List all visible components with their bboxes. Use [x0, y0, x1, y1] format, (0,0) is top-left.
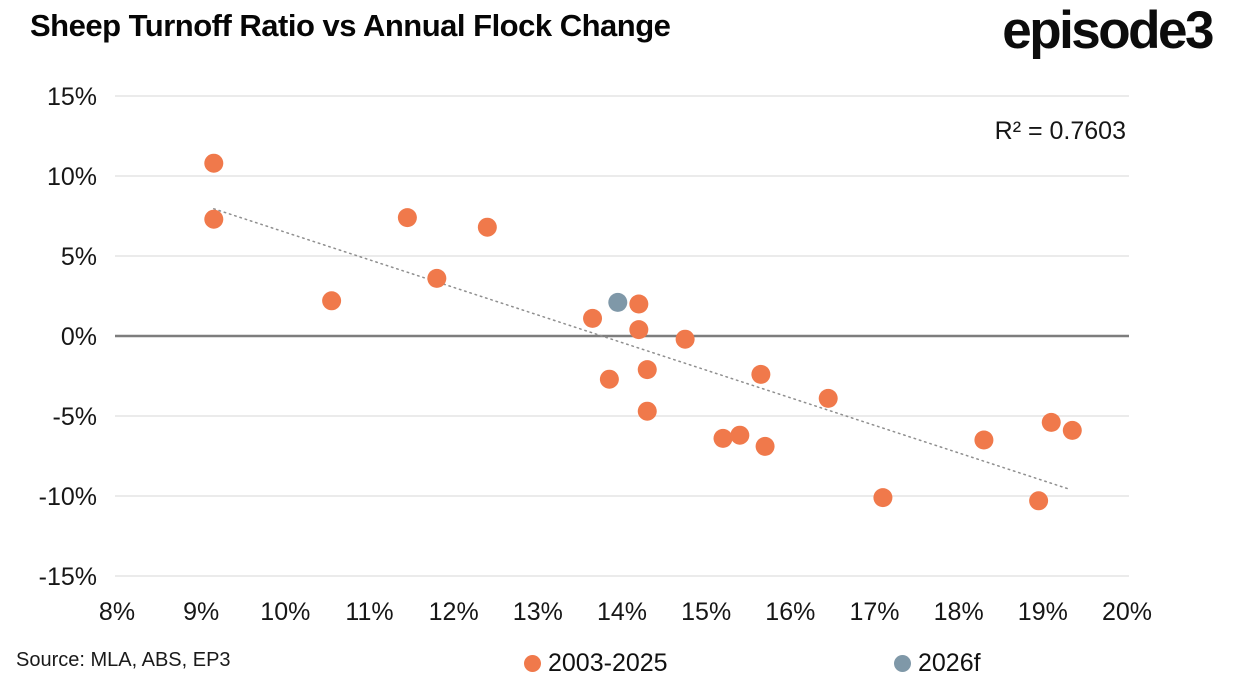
data-point-2003-2025: [204, 209, 224, 229]
x-tick-label: 16%: [765, 598, 815, 626]
data-point-2003-2025: [629, 320, 649, 340]
legend-label: 2003-2025: [548, 649, 668, 677]
y-tick-label: 5%: [61, 243, 97, 271]
data-point-2003-2025: [730, 425, 750, 445]
data-point-2003-2025: [637, 401, 657, 421]
data-point-2003-2025: [1041, 412, 1061, 432]
x-tick-label: 8%: [99, 598, 135, 626]
data-point-2003-2025: [974, 430, 994, 450]
chart-title: Sheep Turnoff Ratio vs Annual Flock Chan…: [30, 8, 671, 43]
data-point-2003-2025: [873, 488, 893, 508]
data-point-2003-2025: [713, 428, 733, 448]
y-tick-label: 15%: [47, 83, 97, 111]
data-point-2003-2025: [629, 294, 649, 314]
y-tick-label: -15%: [39, 563, 97, 591]
data-point-2003-2025: [1029, 491, 1049, 511]
gridlines: [115, 95, 1129, 577]
data-point-2003-2025: [322, 291, 342, 311]
x-tick-label: 20%: [1102, 598, 1152, 626]
data-point-2003-2025: [427, 268, 447, 288]
data-points: [204, 153, 1082, 511]
x-tick-label: 13%: [513, 598, 563, 626]
y-tick-label: 0%: [61, 323, 97, 351]
data-point-2003-2025: [818, 388, 838, 408]
x-tick-label: 15%: [681, 598, 731, 626]
data-point-2003-2025: [1062, 420, 1082, 440]
x-tick-label: 10%: [260, 598, 310, 626]
data-point-2003-2025: [204, 153, 224, 173]
trendline: [213, 208, 1072, 491]
legend-dot-orange: [524, 655, 541, 672]
legend-item-2026f: 2026f: [894, 649, 981, 678]
source-note: Source: MLA, ABS, EP3: [16, 649, 231, 671]
y-axis-labels: 15% 10% 5% 0% -5% -10% -15%: [39, 83, 97, 591]
data-point-2003-2025: [755, 436, 775, 456]
data-point-2003-2025: [397, 208, 417, 228]
r-squared-annotation: R² = 0.7603: [995, 117, 1126, 145]
episode3-logo: episode3: [1002, 1, 1214, 60]
y-tick-label: -5%: [53, 403, 97, 431]
regression-trendline: [213, 208, 1072, 491]
x-tick-label: 19%: [1018, 598, 1068, 626]
x-tick-label: 11%: [345, 598, 393, 626]
x-tick-label: 12%: [429, 598, 479, 626]
data-point-2003-2025: [751, 364, 771, 384]
x-tick-label: 14%: [597, 598, 647, 626]
y-tick-label: 10%: [47, 163, 97, 191]
data-point-2003-2025: [599, 369, 619, 389]
x-tick-label: 18%: [934, 598, 984, 626]
legend-label: 2026f: [918, 649, 981, 677]
legend-dot-blue: [894, 655, 911, 672]
data-point-2003-2025: [583, 308, 603, 328]
y-tick-label: -10%: [39, 483, 97, 511]
x-axis-labels: 8% 9% 10% 11% 12% 13% 14% 15% 16% 17% 18% 19% 20%: [99, 598, 1152, 626]
data-point-2003-2025: [675, 329, 695, 349]
data-point-2026f: [608, 292, 628, 312]
legend-item-2003-2025: 2003-2025: [524, 649, 668, 678]
x-tick-label: 9%: [183, 598, 219, 626]
x-tick-label: 17%: [849, 598, 899, 626]
data-point-2003-2025: [637, 360, 657, 380]
data-point-2003-2025: [477, 217, 497, 237]
